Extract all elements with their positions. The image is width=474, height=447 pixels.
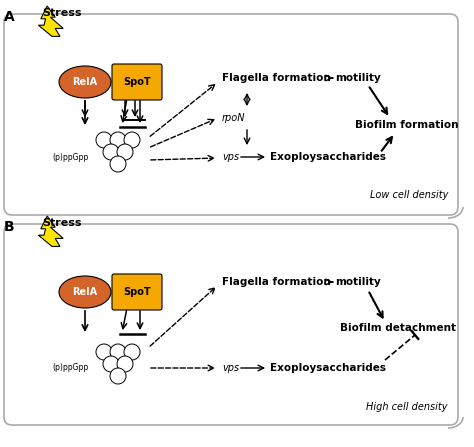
Text: vps: vps xyxy=(222,152,239,162)
FancyBboxPatch shape xyxy=(112,274,162,310)
Circle shape xyxy=(103,356,119,372)
Text: Flagella formation: Flagella formation xyxy=(222,277,331,287)
Text: vps: vps xyxy=(222,363,239,373)
Text: B: B xyxy=(4,220,15,234)
Text: SpoT: SpoT xyxy=(123,77,151,87)
Circle shape xyxy=(124,132,140,148)
Ellipse shape xyxy=(59,66,111,98)
FancyBboxPatch shape xyxy=(4,14,458,215)
Text: RelA: RelA xyxy=(73,77,98,87)
Circle shape xyxy=(124,344,140,360)
Text: Stress: Stress xyxy=(42,218,82,228)
Text: Stress: Stress xyxy=(42,8,82,18)
Polygon shape xyxy=(38,6,63,36)
Circle shape xyxy=(117,144,133,160)
Circle shape xyxy=(110,156,126,172)
Circle shape xyxy=(110,344,126,360)
Text: Exoploysaccharides: Exoploysaccharides xyxy=(270,152,386,162)
Text: rpoN: rpoN xyxy=(222,113,246,123)
Ellipse shape xyxy=(59,276,111,308)
Circle shape xyxy=(117,356,133,372)
FancyBboxPatch shape xyxy=(112,64,162,100)
Text: motility: motility xyxy=(335,73,381,83)
Text: Exoploysaccharides: Exoploysaccharides xyxy=(270,363,386,373)
Text: Biofilm detachment: Biofilm detachment xyxy=(340,323,456,333)
Circle shape xyxy=(96,132,112,148)
Text: (p)ppGpp: (p)ppGpp xyxy=(52,363,88,372)
Text: A: A xyxy=(4,10,15,24)
Circle shape xyxy=(96,344,112,360)
Text: SpoT: SpoT xyxy=(123,287,151,297)
Text: RelA: RelA xyxy=(73,287,98,297)
Text: Flagella formation: Flagella formation xyxy=(222,73,331,83)
Circle shape xyxy=(110,368,126,384)
Text: Biofilm formation: Biofilm formation xyxy=(355,120,458,130)
FancyBboxPatch shape xyxy=(4,224,458,425)
Text: motility: motility xyxy=(335,277,381,287)
Text: (p)ppGpp: (p)ppGpp xyxy=(52,153,88,163)
Circle shape xyxy=(110,132,126,148)
Text: High cell density: High cell density xyxy=(366,402,448,412)
Circle shape xyxy=(103,144,119,160)
Text: Low cell density: Low cell density xyxy=(370,190,448,200)
Polygon shape xyxy=(38,216,63,246)
